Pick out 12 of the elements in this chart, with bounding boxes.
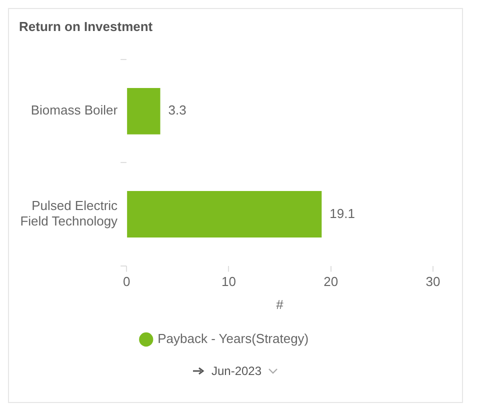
x-axis-title: # xyxy=(276,296,284,312)
data-label: 3.3 xyxy=(168,102,186,118)
legend-label: Payback - Years(Strategy) xyxy=(158,331,309,346)
y-tick-label: Biomass Boiler xyxy=(30,102,118,118)
x-tick-label: 20 xyxy=(324,274,338,290)
chart-title: Return on Investment xyxy=(18,18,154,36)
data-label: 19.1 xyxy=(330,206,355,221)
y-tick-label: Pulsed Electric Field Technology xyxy=(20,198,118,229)
x-tick-label: 30 xyxy=(426,274,440,290)
x-tick-label: 0 xyxy=(122,274,130,290)
text: Jun-2023 xyxy=(211,364,262,378)
x-tick-label: 10 xyxy=(221,274,236,290)
